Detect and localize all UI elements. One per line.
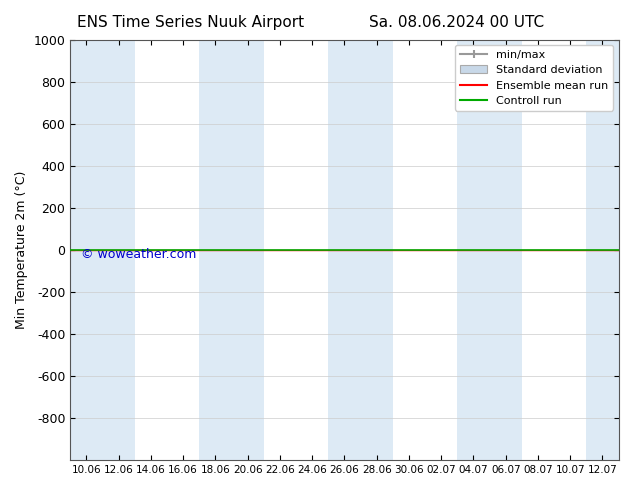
Text: ENS Time Series Nuuk Airport: ENS Time Series Nuuk Airport	[77, 15, 304, 30]
Bar	[199, 40, 264, 460]
Text: Sa. 08.06.2024 00 UTC: Sa. 08.06.2024 00 UTC	[369, 15, 544, 30]
Legend: min/max, Standard deviation, Ensemble mean run, Controll run: min/max, Standard deviation, Ensemble me…	[455, 45, 613, 111]
Y-axis label: Min Temperature 2m (°C): Min Temperature 2m (°C)	[15, 171, 28, 329]
Bar	[70, 40, 135, 460]
Text: © woweather.com: © woweather.com	[81, 248, 197, 261]
Bar	[328, 40, 393, 460]
Bar	[586, 40, 619, 460]
Bar	[457, 40, 522, 460]
